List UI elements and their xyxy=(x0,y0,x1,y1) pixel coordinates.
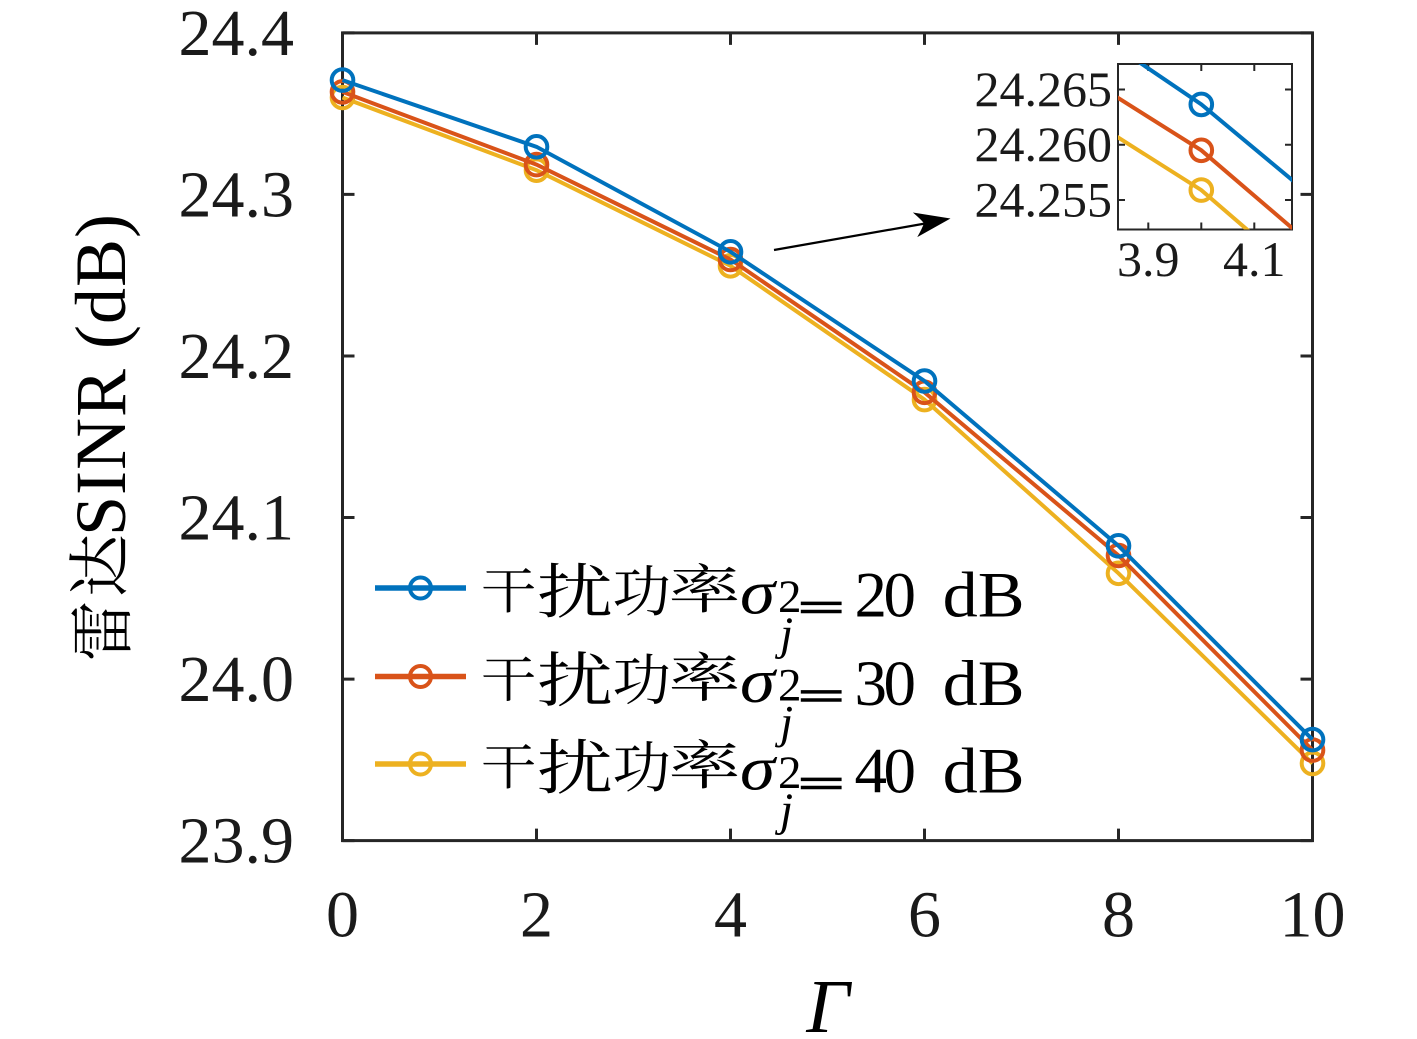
svg-text:SINR (dB): SINR (dB) xyxy=(61,213,141,536)
svg-text:30: 30 xyxy=(855,648,917,720)
svg-text:10: 10 xyxy=(1280,879,1346,952)
svg-text:2: 2 xyxy=(778,571,802,623)
svg-text:24.4: 24.4 xyxy=(179,0,295,70)
svg-text:8: 8 xyxy=(1102,879,1135,952)
svg-text:24.1: 24.1 xyxy=(179,482,295,555)
svg-text:24.255: 24.255 xyxy=(975,171,1113,227)
svg-text:3.9: 3.9 xyxy=(1117,231,1180,287)
svg-text:6: 6 xyxy=(908,879,941,952)
svg-text:24.2: 24.2 xyxy=(179,320,295,393)
svg-text:σ: σ xyxy=(740,559,778,627)
svg-text:2: 2 xyxy=(778,660,802,712)
svg-text:dB: dB xyxy=(943,648,1025,720)
svg-text:dB: dB xyxy=(943,735,1025,807)
svg-text:dB: dB xyxy=(943,559,1025,631)
svg-text:40: 40 xyxy=(855,735,917,807)
svg-text:24.260: 24.260 xyxy=(975,116,1113,172)
svg-text:23.9: 23.9 xyxy=(179,805,295,878)
svg-text:2: 2 xyxy=(778,747,802,799)
svg-text:4: 4 xyxy=(714,879,747,952)
svg-text:σ: σ xyxy=(740,735,778,803)
svg-text:20: 20 xyxy=(855,559,917,631)
svg-text:24.3: 24.3 xyxy=(179,158,295,231)
svg-text:24.0: 24.0 xyxy=(179,643,295,716)
svg-text:Γ: Γ xyxy=(805,965,852,1039)
svg-text:2: 2 xyxy=(520,879,553,952)
svg-text:24.265: 24.265 xyxy=(975,61,1113,117)
svg-text:σ: σ xyxy=(740,648,778,716)
svg-text:0: 0 xyxy=(326,879,359,952)
svg-text:4.1: 4.1 xyxy=(1223,231,1286,287)
